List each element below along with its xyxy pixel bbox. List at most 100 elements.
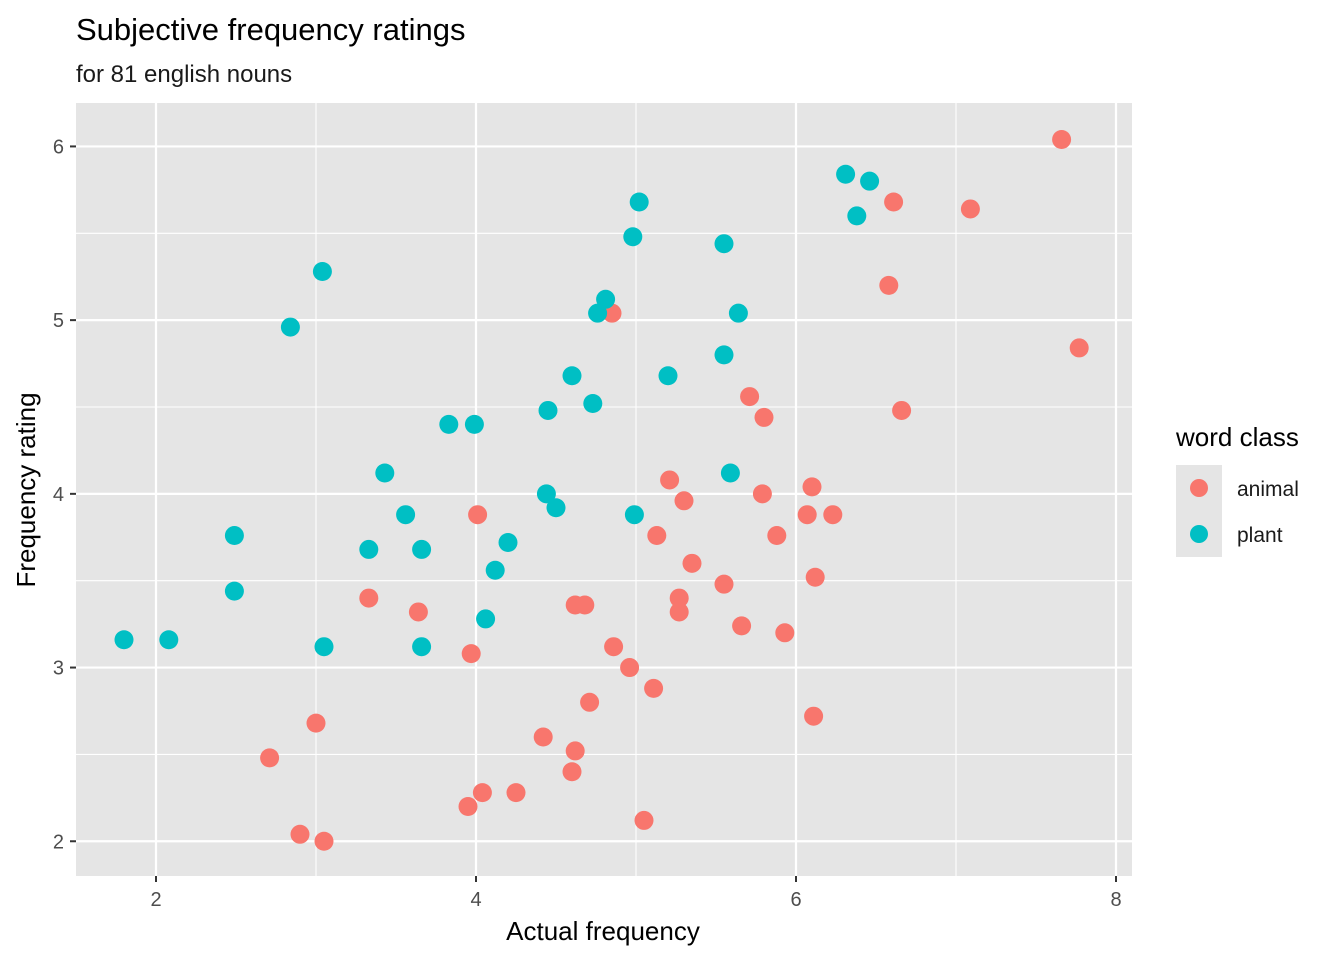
data-point-animal [647,526,667,546]
data-point-plant [658,366,678,386]
data-point-plant [412,539,432,559]
data-point-plant [583,394,603,414]
data-point-animal [1069,338,1089,358]
data-point-plant [629,192,649,212]
major-gridlines [76,103,1132,876]
x-tick-label: 4 [470,889,481,911]
data-point-animal [682,553,702,573]
data-point-plant [114,630,134,650]
data-point-plant [536,484,556,504]
data-point-plant [720,463,740,483]
data-point-plant [359,539,379,559]
legend-label-animal: animal [1237,478,1299,501]
data-point-plant [439,414,459,434]
data-point-plant [476,609,496,629]
data-point-animal [290,824,310,844]
data-point-plant [314,637,334,657]
data-point-animal [604,637,624,657]
legend-key-background [1176,465,1222,557]
data-point-animal [533,727,553,747]
data-point-animal [879,275,899,295]
legend: word class animal plant [1175,422,1299,557]
x-tick-label: 8 [1110,889,1121,911]
data-point-animal [408,602,428,622]
data-point-plant [375,463,395,483]
data-point-plant [728,303,748,323]
data-point-animal [314,831,334,851]
data-point-animal [884,192,904,212]
data-point-animal [472,783,492,803]
data-point-animal [805,567,825,587]
data-point-animal [1052,129,1072,149]
chart-title: Subjective frequency ratings [76,12,465,47]
data-point-animal [461,644,481,664]
data-point-animal [752,484,772,504]
data-point-animal [775,623,795,643]
data-point-animal [892,400,912,420]
data-point-plant [596,289,616,309]
data-point-animal [644,678,664,698]
data-point-plant [588,303,608,323]
data-point-plant [396,505,416,525]
data-point-plant [280,317,300,337]
x-axis-title: Actual frequency [506,916,700,946]
data-point-animal [468,505,488,525]
data-point-animal [565,741,585,761]
data-point-animal [797,505,817,525]
data-point-plant [623,227,643,247]
data-point-animal [732,616,752,636]
data-point-animal [674,491,694,511]
data-point-plant [624,505,644,525]
y-axis-title: Frequency rating [11,392,41,587]
y-axis-ticks: 2 3 4 5 6 [53,136,76,853]
data-point-animal [804,706,824,726]
data-point-animal [260,748,280,768]
data-point-plant [538,400,558,420]
data-point-plant [312,261,332,281]
data-point-plant [562,366,582,386]
data-point-animal [634,810,654,830]
data-point-plant [224,526,244,546]
data-point-plant [464,414,484,434]
legend-label-plant: plant [1237,524,1283,547]
data-point-animal [306,713,326,733]
data-point-plant [847,206,867,226]
y-tick-label: 4 [53,484,64,506]
data-points [114,129,1089,851]
plot-panel [76,103,1132,876]
data-point-animal [506,783,526,803]
data-point-animal [823,505,843,525]
data-point-animal [660,470,680,490]
data-point-plant [412,637,432,657]
data-point-animal [669,602,689,622]
y-tick-label: 6 [53,136,64,158]
y-tick-label: 2 [53,831,64,853]
data-point-plant [714,234,734,254]
legend-key-animal [1190,479,1208,497]
data-point-plant [485,560,505,580]
y-tick-label: 5 [53,310,64,332]
data-point-plant [836,164,856,184]
data-point-animal [960,199,980,219]
data-point-plant [224,581,244,601]
legend-key-plant [1190,525,1208,543]
x-tick-label: 6 [790,889,801,911]
x-tick-label: 2 [150,889,161,911]
data-point-animal [458,797,478,817]
data-point-plant [498,532,518,552]
data-point-animal [802,477,822,497]
data-point-animal [620,658,640,678]
chart-subtitle: for 81 english nouns [76,61,292,88]
x-axis-ticks: 2 4 6 8 [150,876,1122,911]
data-point-animal [669,588,689,608]
data-point-animal [714,574,734,594]
data-point-animal [575,595,595,615]
data-point-plant [714,345,734,365]
data-point-animal [740,387,760,407]
data-point-animal [359,588,379,608]
data-point-animal [767,526,787,546]
y-tick-label: 3 [53,658,64,680]
data-point-animal [754,407,774,427]
data-point-plant [860,171,880,191]
